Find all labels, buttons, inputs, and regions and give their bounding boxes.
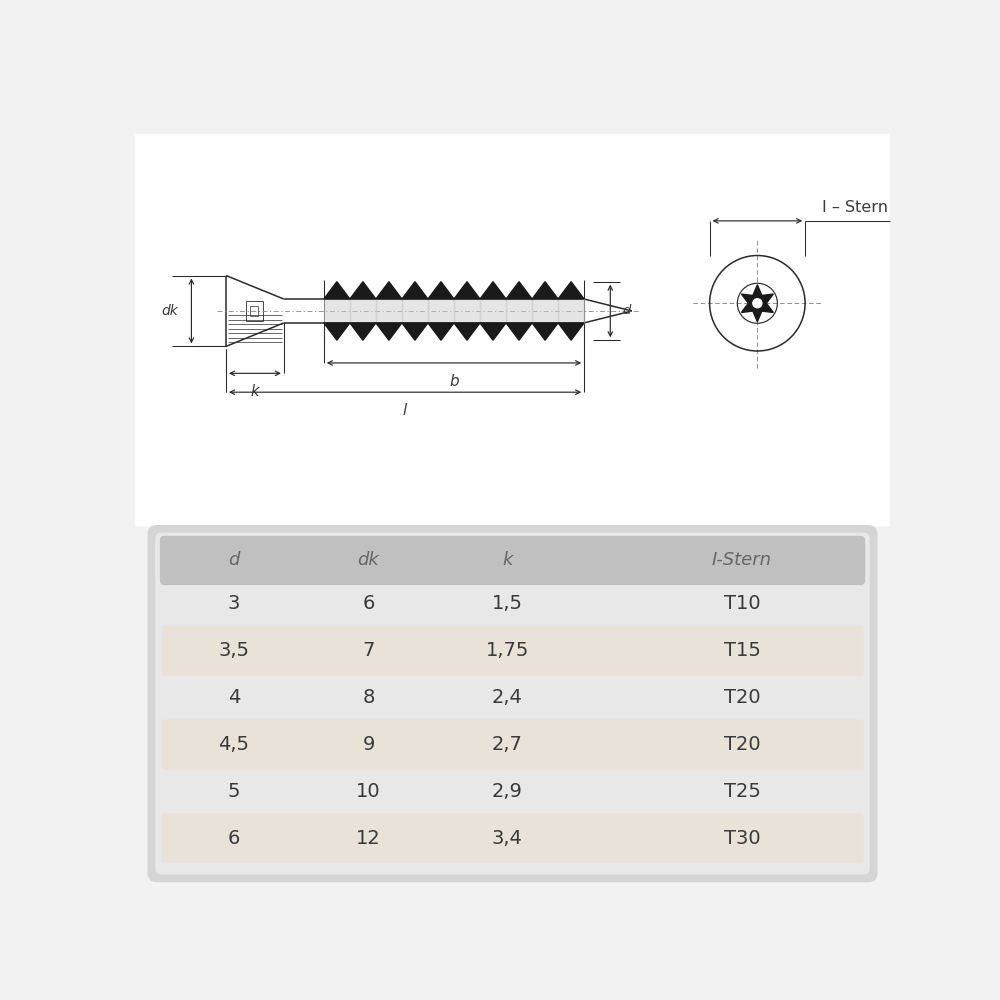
Polygon shape: [454, 323, 480, 340]
FancyBboxPatch shape: [160, 536, 865, 585]
Polygon shape: [350, 282, 376, 299]
Text: T20: T20: [724, 688, 760, 707]
Text: 1,5: 1,5: [492, 594, 523, 613]
Text: 9: 9: [362, 735, 375, 754]
Text: T25: T25: [724, 782, 760, 801]
Polygon shape: [376, 282, 402, 299]
FancyBboxPatch shape: [161, 813, 864, 863]
Polygon shape: [402, 323, 428, 340]
Polygon shape: [324, 323, 350, 340]
Polygon shape: [532, 323, 558, 340]
Polygon shape: [350, 323, 376, 340]
Polygon shape: [558, 282, 584, 299]
Text: I – Stern: I – Stern: [822, 200, 888, 215]
Text: 2,7: 2,7: [492, 735, 523, 754]
Circle shape: [753, 299, 762, 308]
FancyBboxPatch shape: [155, 533, 870, 875]
Text: T20: T20: [724, 735, 760, 754]
Text: 6: 6: [362, 594, 375, 613]
Text: dk: dk: [162, 304, 178, 318]
Text: 3,4: 3,4: [492, 829, 523, 848]
Polygon shape: [402, 282, 428, 299]
Text: d: d: [228, 551, 239, 569]
Text: 2,4: 2,4: [492, 688, 523, 707]
Polygon shape: [480, 282, 506, 299]
FancyBboxPatch shape: [161, 626, 864, 676]
Text: 5: 5: [228, 782, 240, 801]
Text: 4: 4: [228, 688, 240, 707]
Text: b: b: [449, 374, 459, 389]
Text: 3: 3: [228, 594, 240, 613]
Text: 8: 8: [362, 688, 375, 707]
Text: T30: T30: [724, 829, 760, 848]
Polygon shape: [428, 282, 454, 299]
Text: 2,9: 2,9: [492, 782, 523, 801]
Text: 7: 7: [362, 641, 375, 660]
Text: I-Stern: I-Stern: [712, 551, 772, 569]
Text: l: l: [403, 403, 407, 418]
FancyBboxPatch shape: [161, 719, 864, 769]
Text: 12: 12: [356, 829, 381, 848]
Polygon shape: [558, 323, 584, 340]
Polygon shape: [428, 323, 454, 340]
Polygon shape: [376, 323, 402, 340]
Polygon shape: [506, 323, 532, 340]
Text: 3,5: 3,5: [218, 641, 249, 660]
Text: T15: T15: [724, 641, 760, 660]
FancyBboxPatch shape: [148, 525, 877, 882]
Text: d: d: [623, 304, 631, 317]
Polygon shape: [741, 285, 773, 322]
Text: 1,75: 1,75: [485, 641, 529, 660]
Text: 10: 10: [356, 782, 381, 801]
Text: 4,5: 4,5: [218, 735, 249, 754]
Polygon shape: [506, 282, 532, 299]
Text: dk: dk: [358, 551, 379, 569]
FancyBboxPatch shape: [135, 134, 890, 527]
Text: 6: 6: [228, 829, 240, 848]
Polygon shape: [532, 282, 558, 299]
Text: T10: T10: [724, 594, 760, 613]
Polygon shape: [324, 282, 350, 299]
Text: k: k: [502, 551, 512, 569]
Text: k: k: [251, 384, 259, 399]
Polygon shape: [454, 282, 480, 299]
Polygon shape: [480, 323, 506, 340]
